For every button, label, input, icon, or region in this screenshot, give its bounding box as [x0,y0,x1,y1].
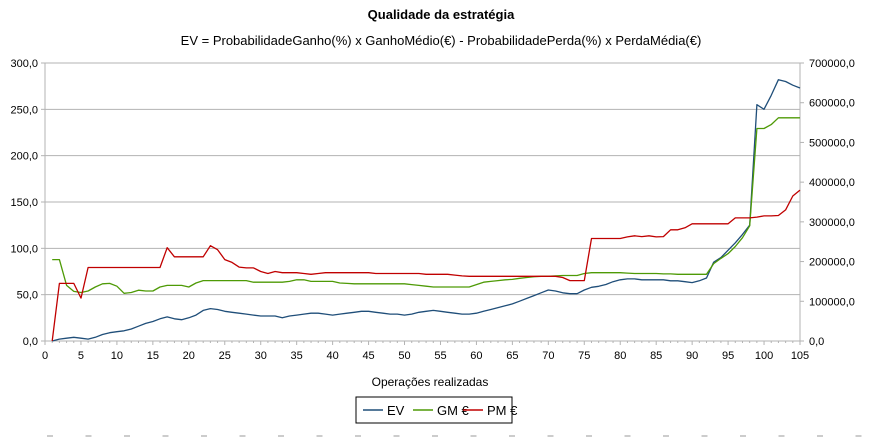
right-tick-label: 0,0 [809,336,824,348]
legend-label: GM € [437,403,470,418]
x-tick-label: 25 [219,350,231,362]
x-tick-label: 65 [506,350,518,362]
x-tick-label: 85 [650,350,662,362]
gridlines [45,62,800,342]
x-tick-label: 35 [291,350,303,362]
x-tick-label: 10 [111,350,123,362]
left-tick-label: 250,0 [10,104,38,116]
x-tick-label: 100 [755,350,773,362]
left-tick-label: 0,0 [23,336,38,348]
x-axis-label: Operações realizadas [372,375,489,389]
right-tick-label: 100000,0 [809,296,855,308]
x-tick-label: 0 [42,350,48,362]
chart-subtitle: EV = ProbabilidadeGanho(%) x GanhoMédio(… [181,33,702,48]
x-tick-label: 60 [470,350,482,362]
x-tick-label: 80 [614,350,626,362]
x-tick-label: 15 [147,350,159,362]
right-tick-label: 400000,0 [809,177,855,189]
series-line-gm [52,117,800,294]
x-tick-label: 20 [183,350,195,362]
left-tick-label: 50,0 [17,290,38,302]
right-tick-label: 600000,0 [809,98,855,110]
x-tick-label: 5 [78,350,84,362]
series-layer [51,79,801,342]
chart-title: Qualidade da estratégia [368,7,515,22]
series-line-ev [52,79,801,342]
legend: EV GM € PM € [355,396,518,424]
x-tick-label: 55 [434,350,446,362]
axes: 0,0 50,0 100,0 150,0 200,0 250,0 300,0 0,0 10000… [10,58,854,362]
left-tick-label: 100,0 [10,243,38,255]
x-tick-label: 105 [791,350,809,362]
left-tick-label: 200,0 [10,151,38,163]
left-tick-label: 150,0 [10,197,38,209]
x-tick-label: 45 [362,350,374,362]
x-tick-label: 30 [255,350,267,362]
right-tick-label: 700000,0 [809,58,855,70]
legend-label: PM € [487,403,518,418]
left-tick-label: 300,0 [10,58,38,70]
series-line-pm [51,189,801,342]
x-tick-label: 95 [722,350,734,362]
right-tick-label: 500000,0 [809,137,855,149]
x-tick-label: 90 [686,350,698,362]
x-tick-label: 70 [542,350,554,362]
right-tick-label: 300000,0 [809,217,855,229]
right-tick-label: 200000,0 [809,257,855,269]
x-tick-label: 50 [398,350,410,362]
x-tick-label: 75 [578,350,590,362]
legend-label: EV [387,403,405,418]
x-tick-label: 40 [326,350,338,362]
